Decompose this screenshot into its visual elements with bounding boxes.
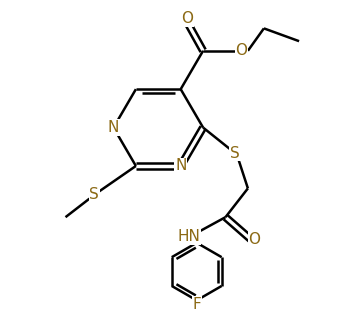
Text: N: N: [108, 120, 119, 135]
Text: O: O: [248, 232, 260, 247]
Text: S: S: [230, 146, 240, 161]
Text: O: O: [235, 43, 247, 58]
Text: O: O: [181, 11, 193, 26]
Text: S: S: [89, 187, 99, 202]
Text: HN: HN: [177, 229, 200, 244]
Text: F: F: [192, 297, 201, 312]
Text: N: N: [175, 158, 186, 174]
